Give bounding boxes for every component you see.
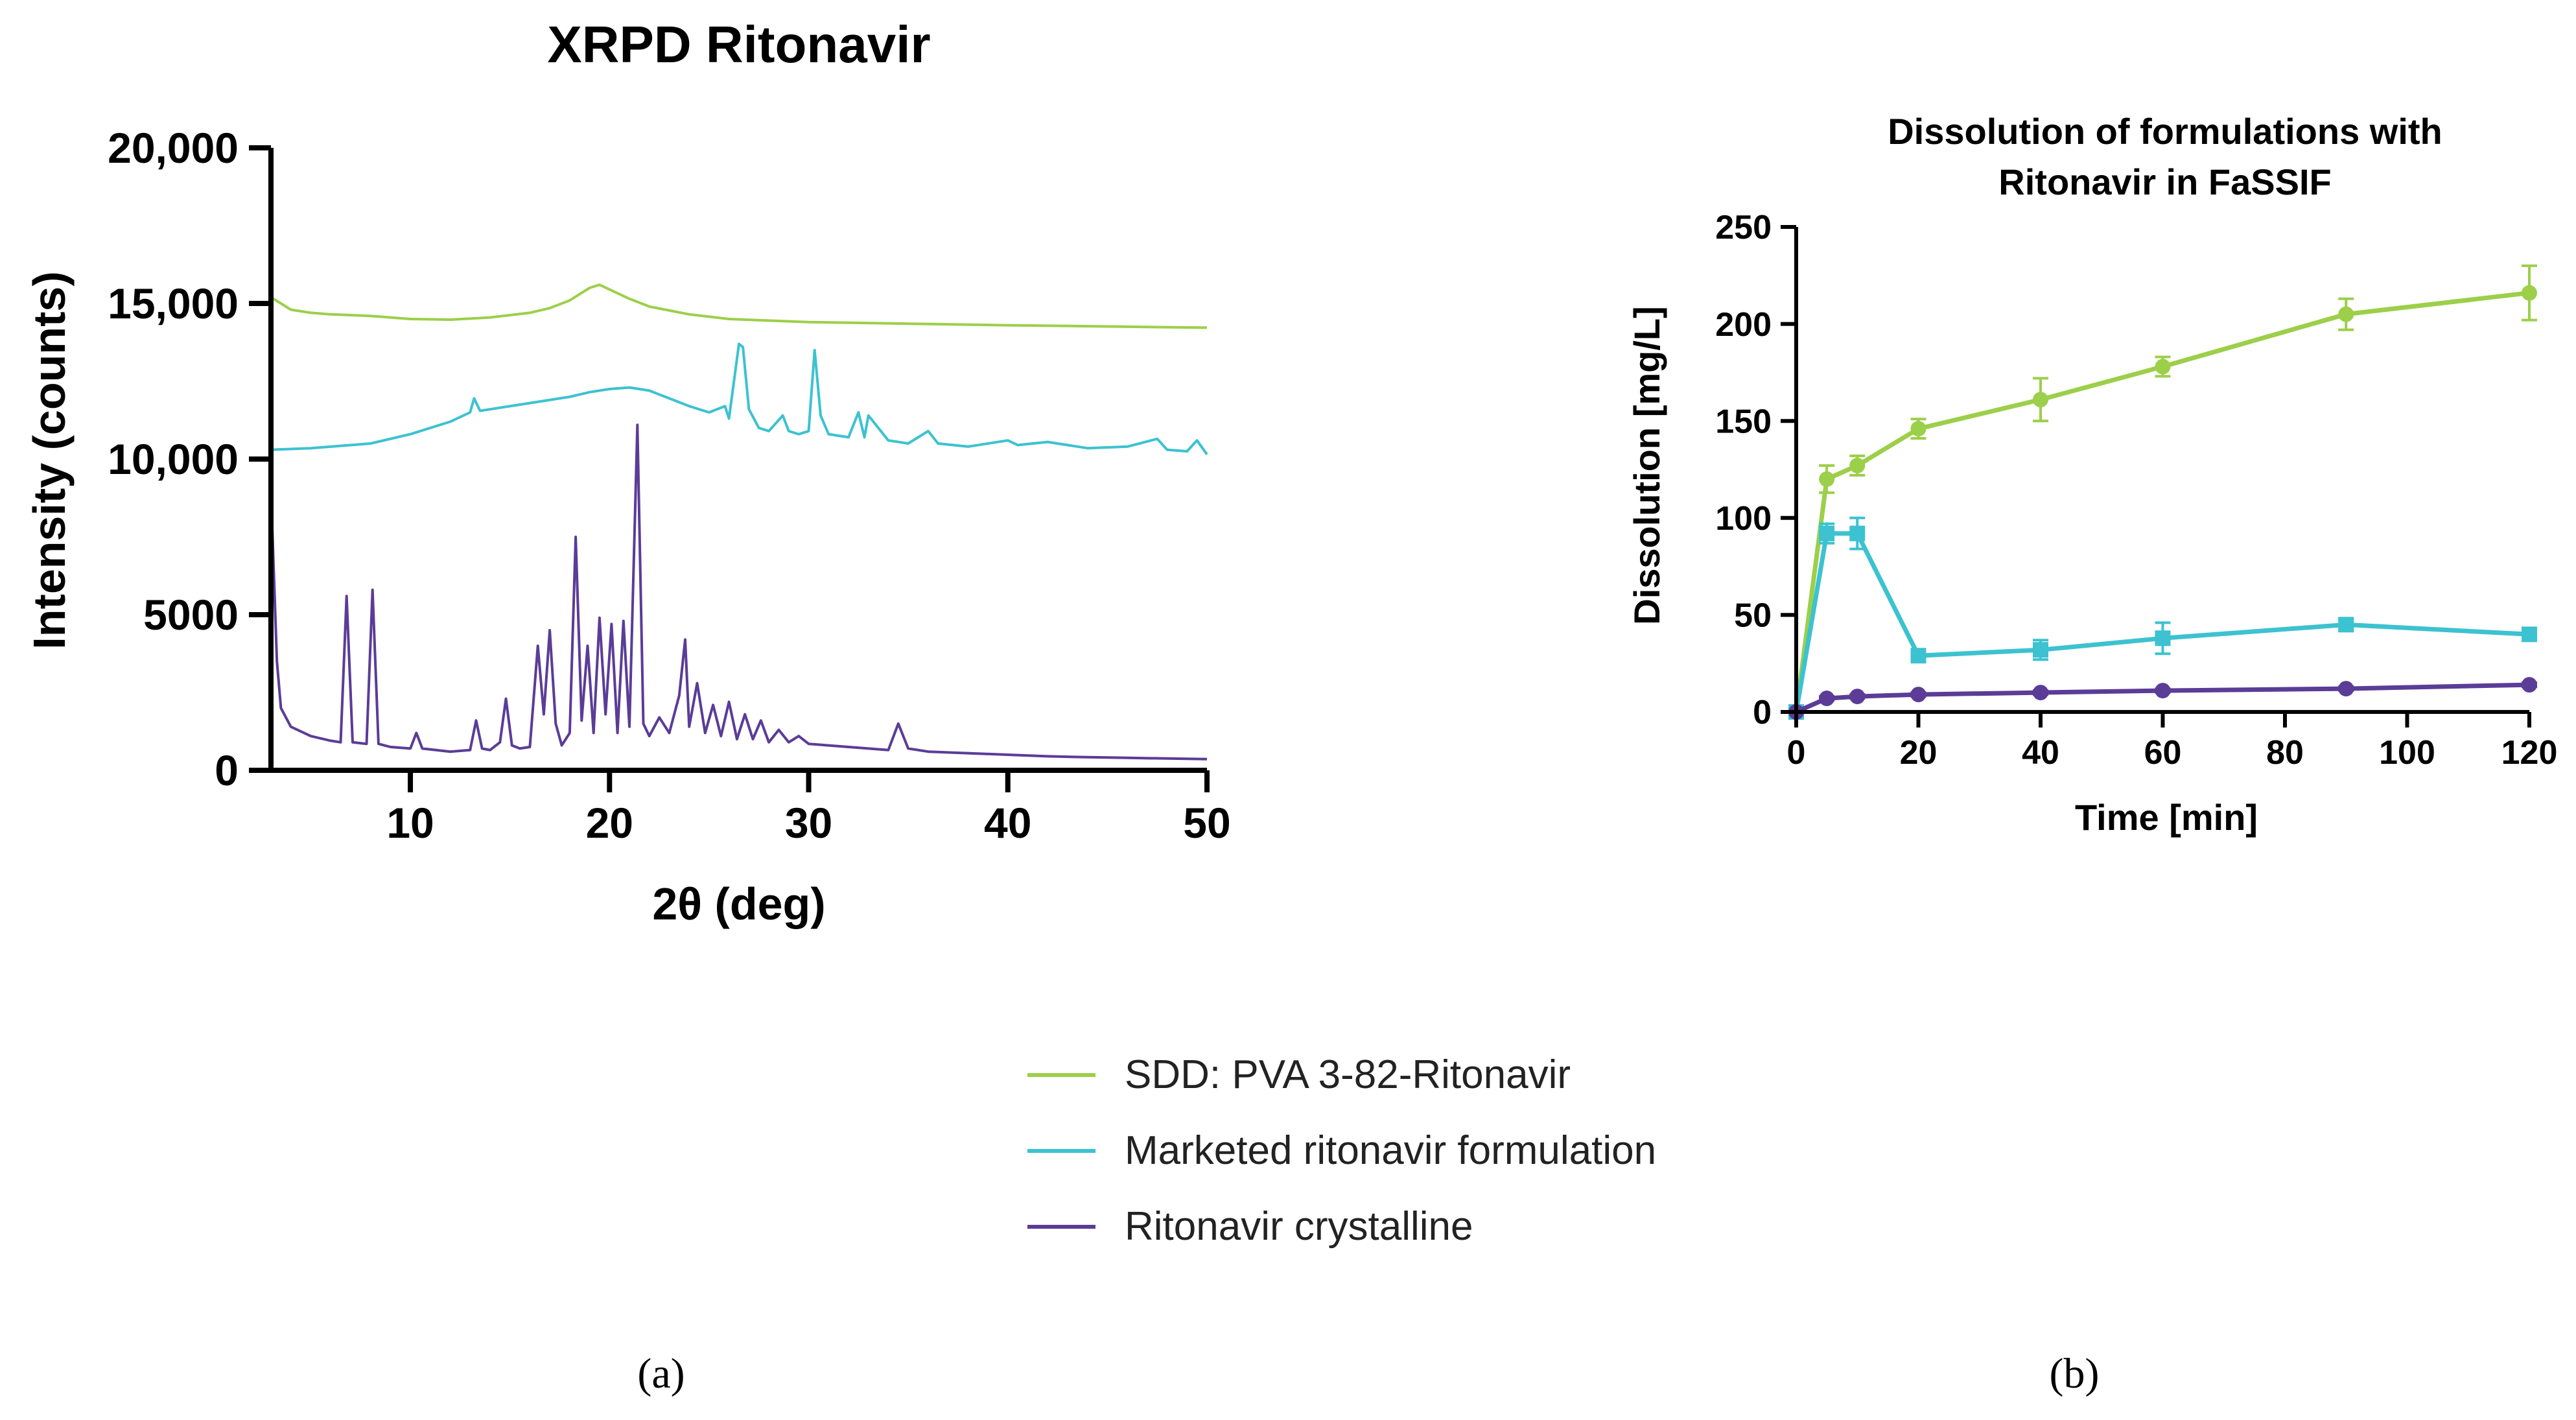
xrpd-y-ticks: 0 5000 10,000 15,000 20,000 (108, 124, 271, 794)
dissolution-data-point (2155, 683, 2171, 699)
xrpd-series-sdd (270, 283, 1208, 329)
dissolution-y-tick-label: 0 (1753, 694, 1772, 731)
dissolution-chart-title-line2: Ritonavir in FaSSIF (1998, 161, 2331, 202)
legend-label-sdd: SDD: PVA 3-82-Ritonavir (1125, 1052, 1571, 1097)
xrpd-series-line-crystalline (270, 423, 1208, 761)
dissolution-y-axis-label: Dissolution [mg/L] (1626, 306, 1667, 625)
dissolution-data-point (1819, 471, 1835, 487)
dissolution-x-tick-label: 80 (2266, 734, 2304, 772)
dissolution-data-point (1849, 525, 1866, 541)
dissolution-data-point (2338, 681, 2354, 697)
dissolution-x-tick-label: 40 (2022, 734, 2059, 772)
xrpd-x-tick-label: 50 (1183, 799, 1230, 847)
xrpd-y-axis-label: Intensity (counts) (24, 271, 75, 649)
dissolution-x-tick-label: 60 (2144, 734, 2182, 772)
xrpd-x-tick-label: 40 (984, 799, 1031, 847)
dissolution-data-point (2522, 677, 2537, 693)
xrpd-y-tick-label: 15,000 (108, 279, 239, 327)
dissolution-data-point (2033, 685, 2048, 701)
dissolution-data-point (2522, 285, 2537, 301)
dissolution-data-point (2155, 359, 2171, 375)
legend-label-crystalline: Ritonavir crystalline (1125, 1204, 1473, 1249)
dissolution-x-tick-label: 120 (2501, 734, 2558, 772)
xrpd-x-tick-label: 10 (386, 799, 434, 847)
dissolution-y-tick-label: 200 (1715, 306, 1772, 344)
dissolution-y-tick-label: 150 (1715, 403, 1772, 440)
panel-label-b: (b) (2050, 1350, 2100, 1397)
dissolution-series-sdd (1788, 264, 2537, 720)
dissolution-data-point (2033, 642, 2048, 658)
xrpd-series-line-marketed (270, 342, 1208, 455)
legend: SDD: PVA 3-82-Ritonavir Marketed ritonav… (1027, 1052, 1656, 1249)
legend-label-marketed: Marketed ritonavir formulation (1125, 1128, 1656, 1173)
dissolution-chart: Dissolution of formulations with Ritonav… (1626, 111, 2557, 838)
dissolution-data-point (1819, 691, 1835, 707)
xrpd-y-tick-label: 0 (215, 746, 239, 794)
dissolution-data-point (2033, 392, 2048, 408)
xrpd-y-tick-label: 20,000 (108, 124, 239, 172)
dissolution-data-point (2155, 630, 2171, 646)
dissolution-x-tick-label: 20 (1900, 734, 1938, 772)
dissolution-series-group (1788, 264, 2537, 720)
dissolution-y-ticks: 0 50 100 150 200 250 (1715, 209, 1796, 731)
dissolution-data-point (1849, 689, 1866, 705)
dissolution-data-point (1910, 687, 1926, 703)
xrpd-series-line-sdd (270, 283, 1208, 329)
xrpd-series-crystalline (270, 423, 1208, 761)
dissolution-y-tick-label: 100 (1715, 500, 1772, 538)
xrpd-y-tick-label: 10,000 (108, 435, 239, 483)
dissolution-x-tick-label: 100 (2379, 734, 2435, 772)
dissolution-data-point (1849, 458, 1866, 474)
dissolution-y-tick-label: 50 (1734, 597, 1772, 635)
xrpd-y-tick-label: 5000 (143, 591, 239, 639)
dissolution-series-crystalline (1788, 677, 2537, 720)
xrpd-x-ticks: 10 20 30 40 50 (386, 770, 1231, 847)
dissolution-data-point (1819, 525, 1835, 541)
dissolution-data-point (1910, 648, 1926, 664)
dissolution-x-tick-label: 0 (1787, 734, 1806, 772)
xrpd-x-tick-label: 20 (586, 799, 633, 847)
xrpd-chart-title: XRPD Ritonavir (547, 16, 930, 73)
dissolution-data-point (2338, 617, 2354, 633)
dissolution-data-point (1910, 421, 1926, 437)
dissolution-data-point (2338, 306, 2354, 322)
dissolution-y-tick-label: 250 (1715, 209, 1772, 246)
xrpd-chart: XRPD Ritonavir 10 20 30 40 50 0 5000 10,000 15,… (24, 16, 1231, 929)
dissolution-chart-title-line1: Dissolution of formulations with (1888, 111, 2442, 152)
dissolution-x-axis-label: Time [min] (2075, 797, 2258, 838)
xrpd-series-group (270, 283, 1208, 761)
dissolution-x-ticks: 0 20 40 60 80 100 120 (1787, 712, 2558, 772)
dissolution-data-point (2522, 626, 2537, 643)
xrpd-series-marketed (270, 342, 1208, 455)
panel-label-a: (a) (637, 1350, 685, 1397)
xrpd-x-axis-label: 2θ (deg) (652, 879, 825, 929)
xrpd-x-tick-label: 30 (785, 799, 832, 847)
xrpd-axes (268, 148, 1207, 773)
